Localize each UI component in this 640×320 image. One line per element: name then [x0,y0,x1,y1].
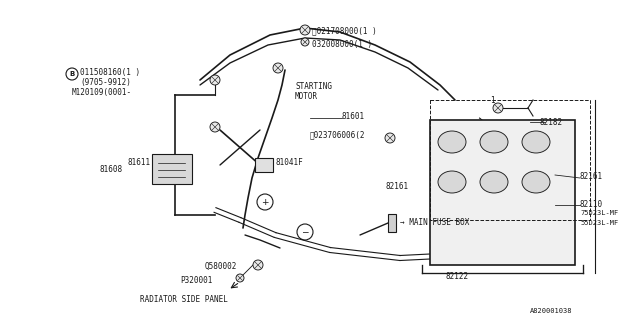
Text: RADIATOR SIDE PANEL: RADIATOR SIDE PANEL [140,295,228,304]
Text: 75D23L-MF: 75D23L-MF [580,210,618,216]
Ellipse shape [522,171,550,193]
Bar [430,120,575,265]
Text: 81601: 81601 [342,112,365,121]
Text: P320001: P320001 [180,276,212,285]
Ellipse shape [480,171,508,193]
Text: 55D23L-MF: 55D23L-MF [580,220,618,226]
Circle shape [273,63,283,73]
Circle shape [301,38,309,46]
Ellipse shape [438,131,466,153]
Text: 81611: 81611 [128,158,151,167]
Text: +: + [261,197,269,206]
Text: 82122: 82122 [445,272,468,281]
Bar [430,100,590,220]
Circle shape [493,103,503,113]
Text: Q580002: Q580002 [205,262,237,271]
Text: 1: 1 [490,96,495,105]
Text: 032008000(1 ): 032008000(1 ) [312,40,372,49]
Text: M120109(0001-: M120109(0001- [72,88,132,97]
Ellipse shape [480,131,508,153]
Text: MOTOR: MOTOR [295,92,318,101]
Text: STARTING: STARTING [295,82,332,91]
Circle shape [385,133,395,143]
Circle shape [236,274,244,282]
Text: 82161: 82161 [580,172,603,181]
Text: A820001038: A820001038 [530,308,573,314]
Text: Ⓝ021708000(1 ): Ⓝ021708000(1 ) [312,26,377,35]
Ellipse shape [438,171,466,193]
Circle shape [300,25,310,35]
Text: 82110: 82110 [580,200,603,209]
Circle shape [210,122,220,132]
Ellipse shape [522,131,550,153]
Bar [388,214,396,232]
FancyBboxPatch shape [152,154,192,184]
Text: 82161: 82161 [385,182,408,191]
Text: 81608: 81608 [100,165,123,174]
Text: 81041F: 81041F [275,158,303,167]
Text: B: B [69,71,75,77]
Text: → MAIN FUSE BOX: → MAIN FUSE BOX [400,218,469,227]
Circle shape [253,260,263,270]
Text: 82182: 82182 [540,118,563,127]
Bar [255,158,273,172]
Text: Ⓝ023706006(2: Ⓝ023706006(2 [310,130,365,139]
Text: 011508160(1 ): 011508160(1 ) [80,68,140,77]
Text: −: − [301,228,308,236]
Text: (9705-9912): (9705-9912) [80,78,131,87]
Circle shape [210,75,220,85]
